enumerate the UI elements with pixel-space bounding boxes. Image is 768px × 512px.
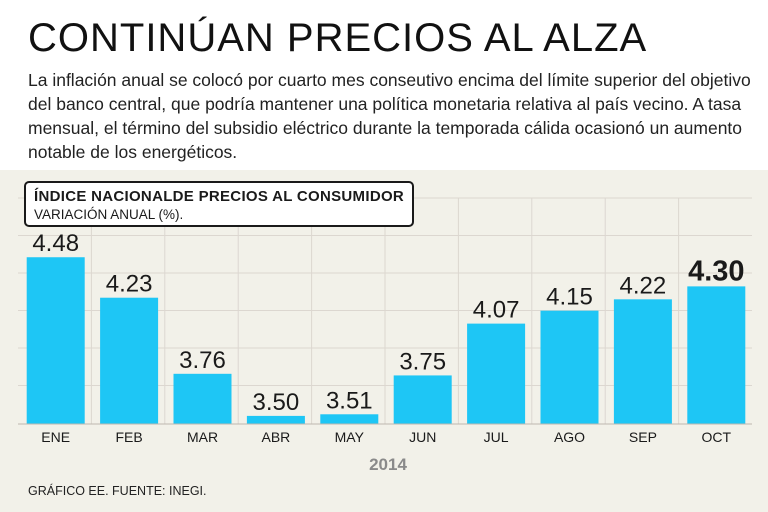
- bar-ago: [540, 310, 599, 424]
- value-label-feb: 4.23: [106, 271, 153, 298]
- x-tick-ene: ENE: [41, 429, 70, 445]
- bar-jul: [467, 323, 526, 424]
- x-tick-sep: SEP: [629, 429, 657, 445]
- bar-abr: [246, 415, 305, 424]
- chart-title-box: ÍNDICE NACIONALDE PRECIOS AL CONSUMIDOR …: [24, 181, 414, 227]
- value-label-mar: 3.76: [179, 347, 226, 374]
- bar-ene: [26, 257, 85, 424]
- x-tick-jun: JUN: [409, 429, 436, 445]
- bars: [26, 257, 746, 424]
- bar-chart: 4.48 4.23 3.76 3.50 3.51 3.75 4.07 4.15 4.22 4.30…: [18, 197, 752, 474]
- x-tick-may: MAY: [335, 429, 365, 445]
- intro-paragraph: La inflación anual se colocó por cuarto …: [28, 70, 751, 162]
- x-tick-mar: MAR: [187, 429, 218, 445]
- bar-feb: [100, 297, 159, 424]
- x-axis-year-label: 2014: [369, 455, 407, 474]
- value-labels: 4.48 4.23 3.76 3.50 3.51 3.75 4.07 4.15 4.22 4.30: [32, 230, 744, 416]
- x-tick-jul: JUL: [484, 429, 509, 445]
- bar-mar: [173, 373, 232, 424]
- chart-subtitle: VARIACIÓN ANUAL (%).: [34, 207, 184, 222]
- bar-jun: [393, 375, 452, 424]
- x-tick-feb: FEB: [115, 429, 142, 445]
- source-credit: GRÁFICO EE. FUENTE: INEGI.: [28, 484, 207, 498]
- value-label-jul: 4.07: [473, 297, 520, 324]
- value-label-may: 3.51: [326, 387, 373, 414]
- chart-panel: 4.48 4.23 3.76 3.50 3.51 3.75 4.07 4.15 4.22 4.30…: [0, 170, 768, 512]
- value-label-oct: 4.30: [688, 255, 744, 287]
- value-label-ene: 4.48: [32, 230, 79, 257]
- x-tick-ago: AGO: [554, 429, 585, 445]
- x-tick-oct: OCT: [702, 429, 732, 445]
- chart-title: ÍNDICE NACIONALDE PRECIOS AL CONSUMIDOR: [34, 188, 405, 205]
- x-tick-abr: ABR: [262, 429, 291, 445]
- value-label-jun: 3.75: [399, 348, 446, 375]
- value-label-ago: 4.15: [546, 284, 593, 311]
- x-tick-labels: ENE FEB MAR ABR MAY JUN JUL AGO SEP OCT: [41, 429, 731, 445]
- bar-may: [320, 414, 379, 424]
- bar-sep: [613, 299, 672, 424]
- value-label-sep: 4.22: [620, 272, 667, 299]
- bar-oct: [687, 286, 746, 424]
- value-label-abr: 3.50: [253, 389, 300, 416]
- headline: CONTINÚAN PRECIOS AL ALZA: [28, 16, 648, 60]
